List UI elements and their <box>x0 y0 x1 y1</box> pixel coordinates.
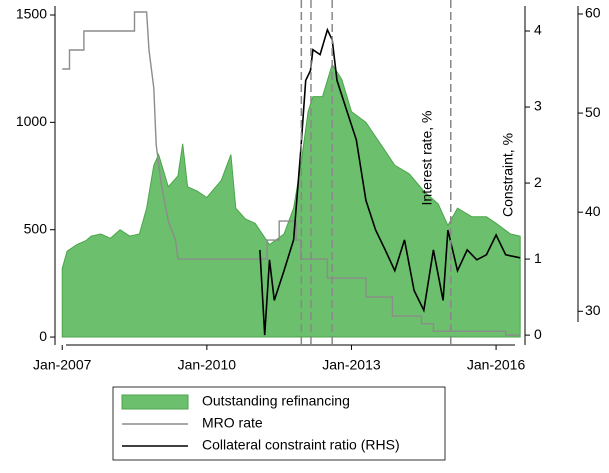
y-tick-label: 500 <box>24 220 48 236</box>
y-tick-label: 0 <box>39 328 47 344</box>
x-tick-label: Jan-2010 <box>178 357 237 373</box>
x-tick-label: Jan-2013 <box>322 357 381 373</box>
line <box>62 11 521 336</box>
y3-tick-label: 40 <box>585 203 601 219</box>
legend-label: MRO rate <box>202 415 263 431</box>
y3-tick-label: 60 <box>585 5 601 21</box>
y-tick-label: 1000 <box>16 113 47 129</box>
y2-tick-label: 3 <box>534 98 542 114</box>
y2-tick-label: 0 <box>534 326 542 342</box>
y3-axis-label: Constraint, % <box>500 133 516 217</box>
y2-tick-label: 4 <box>534 22 542 38</box>
area <box>61 63 521 338</box>
y3-tick-label: 50 <box>585 104 601 120</box>
y2-tick-label: 2 <box>534 174 542 190</box>
legend-label: Outstanding refinancing <box>202 393 350 409</box>
y2-axis-label: Interest rate, % <box>419 111 435 206</box>
y-tick-label: 1500 <box>16 6 47 22</box>
legend-swatch <box>121 394 189 410</box>
line <box>259 27 521 336</box>
legend-label: Collateral constraint ratio (RHS) <box>202 437 400 453</box>
y2-tick-label: 1 <box>534 250 542 266</box>
y3-tick-label: 30 <box>585 302 601 318</box>
x-tick-label: Jan-2016 <box>467 357 526 373</box>
x-tick-label: Jan-2007 <box>33 357 92 373</box>
